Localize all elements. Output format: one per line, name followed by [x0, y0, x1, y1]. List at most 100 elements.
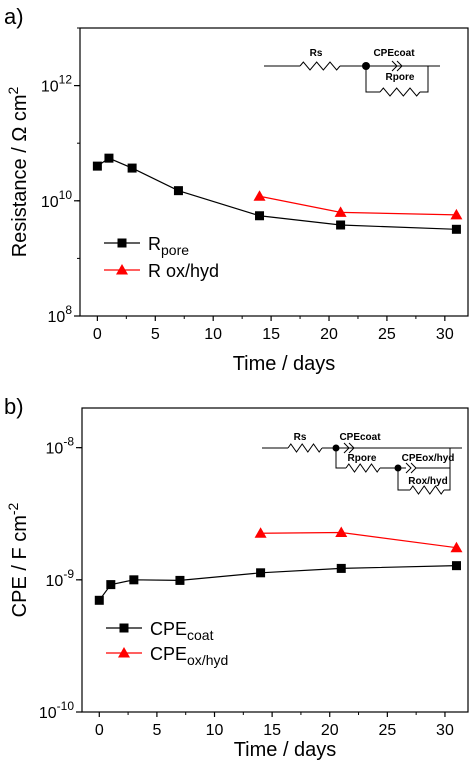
- y-tick-exp: -10: [57, 699, 75, 713]
- data-point-square: [175, 575, 185, 585]
- x-tick-label: 0: [93, 326, 102, 343]
- y-axis-label: CPE / F cm-2: [5, 502, 31, 617]
- y-axis-label-sup: 2: [5, 87, 21, 95]
- data-point-square: [255, 211, 265, 221]
- circuit-label-rs: Rs: [294, 432, 307, 443]
- y-tick-base: 10: [46, 573, 64, 590]
- circuit-label-cpe: CPEcoat: [339, 432, 381, 443]
- resistor-symbol: [345, 463, 381, 473]
- data-point-square: [173, 186, 183, 196]
- y-tick-base: 10: [39, 705, 57, 722]
- y-tick-exp: 10: [59, 188, 73, 202]
- legend-label-main: R ox/hyd: [148, 261, 219, 281]
- legend-label-main: R: [148, 234, 161, 254]
- equivalent-circuit: Rs CPEcoat Rpore CPEox/hyd Rox/hyd: [262, 432, 462, 495]
- data-point-square: [129, 575, 139, 585]
- circuit-label-rox: Rox/hyd: [408, 476, 447, 487]
- legend-label-sub: coat: [187, 627, 214, 643]
- data-point-triangle: [253, 190, 266, 201]
- equivalent-circuit: Rs CPEcoat Rpore: [264, 48, 440, 97]
- legend-marker-square: [119, 623, 129, 633]
- x-axis-label: Time / days: [234, 739, 337, 761]
- data-point-square: [127, 163, 137, 173]
- data-point-triangle: [254, 527, 267, 538]
- wire: [365, 66, 429, 93]
- y-tick-label: 108: [48, 303, 73, 326]
- x-tick-label: 10: [206, 722, 224, 739]
- panel-label: b): [4, 394, 24, 419]
- y-axis-label-sup: -2: [5, 502, 21, 515]
- circuit-label-rpore: Rpore: [386, 72, 415, 83]
- data-point-triangle: [334, 206, 347, 217]
- x-tick-label: 25: [378, 326, 396, 343]
- x-tick-label: 10: [204, 326, 222, 343]
- data-point-triangle: [335, 526, 348, 538]
- cpe-symbol: [343, 442, 355, 454]
- y-tick-exp: 12: [59, 73, 73, 87]
- y-tick-base: 10: [41, 79, 59, 96]
- data-point-triangle: [450, 541, 463, 553]
- x-axis-label: Time / days: [233, 353, 336, 375]
- series-line-0: [98, 565, 457, 601]
- y-tick-exp: -9: [63, 567, 74, 581]
- data-point-square: [451, 561, 461, 571]
- legend-label: CPEox/hyd: [150, 644, 228, 668]
- data-point-square: [92, 161, 102, 171]
- resistor-symbol: [299, 61, 341, 71]
- resistor-symbol: [287, 443, 323, 453]
- legend-label: R ox/hyd: [148, 261, 219, 281]
- plot-frame: [79, 27, 469, 317]
- circuit-label-rs: Rs: [310, 48, 323, 59]
- circuit-label-cpe: CPEcoat: [373, 48, 415, 59]
- x-tick-label: 0: [95, 722, 104, 739]
- x-tick-label: 5: [151, 326, 160, 343]
- legend-label: CPEcoat: [150, 619, 214, 643]
- legend-label-sub: pore: [161, 242, 189, 258]
- data-point-square: [106, 580, 116, 590]
- wire: [335, 448, 451, 491]
- y-axis-label-text: Resistance / Ω cm: [9, 95, 31, 258]
- y-tick-exp: -8: [63, 435, 74, 449]
- x-tick-label: 30: [436, 326, 454, 343]
- y-tick-label: 10-9: [46, 567, 75, 590]
- legend-label-sub: ox/hyd: [187, 652, 228, 668]
- legend-label-main: CPE: [150, 619, 187, 639]
- x-tick-label: 5: [152, 722, 161, 739]
- legend-marker-triangle: [116, 264, 128, 275]
- x-tick-label: 15: [262, 326, 280, 343]
- legend-label: Rpore: [148, 234, 189, 258]
- circuit-label-rpore: Rpore: [348, 453, 377, 464]
- panel-label: a): [4, 4, 24, 29]
- x-tick-label: 30: [436, 722, 454, 739]
- cpe-symbol: [405, 462, 417, 474]
- data-point-square: [104, 153, 114, 163]
- circuit-label-cpe2: CPEox/hyd: [402, 453, 455, 464]
- data-point-square: [336, 563, 346, 573]
- legend-marker-square: [117, 238, 127, 248]
- data-point-square: [451, 224, 461, 234]
- y-axis-label: Resistance / Ω cm2: [5, 87, 31, 258]
- resistor-symbol: [409, 485, 445, 495]
- y-tick-base: 10: [46, 441, 64, 458]
- y-axis-label-text: CPE / F cm: [9, 515, 31, 617]
- data-point-square: [336, 220, 346, 230]
- cpe-symbol: [391, 60, 403, 72]
- x-tick-label: 20: [321, 722, 339, 739]
- legend-label-main: CPE: [150, 644, 187, 664]
- data-point-triangle: [450, 208, 463, 220]
- y-tick-label: 10-10: [39, 699, 74, 722]
- series-line-1: [259, 195, 457, 216]
- x-tick-label: 25: [378, 722, 396, 739]
- resistor-symbol: [379, 87, 421, 97]
- plot-frame: [81, 407, 469, 713]
- legend-marker-triangle: [118, 647, 130, 658]
- data-point-square: [256, 568, 266, 578]
- y-tick-label: 1010: [41, 188, 72, 211]
- series-line-0: [97, 157, 457, 230]
- y-tick-label: 10-8: [46, 435, 75, 458]
- x-tick-label: 15: [263, 722, 281, 739]
- y-tick-exp: 8: [65, 303, 72, 317]
